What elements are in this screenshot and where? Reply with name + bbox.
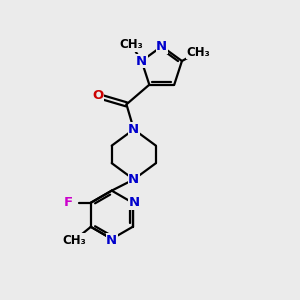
Text: N: N xyxy=(136,55,147,68)
Text: N: N xyxy=(156,40,167,53)
Text: F: F xyxy=(64,196,73,209)
Text: N: N xyxy=(128,173,140,186)
Text: N: N xyxy=(128,196,140,209)
Text: O: O xyxy=(92,89,104,102)
Text: CH₃: CH₃ xyxy=(186,46,210,59)
Text: CH₃: CH₃ xyxy=(119,38,143,51)
Text: N: N xyxy=(128,123,140,136)
Text: N: N xyxy=(106,234,117,247)
Text: CH₃: CH₃ xyxy=(63,234,86,247)
